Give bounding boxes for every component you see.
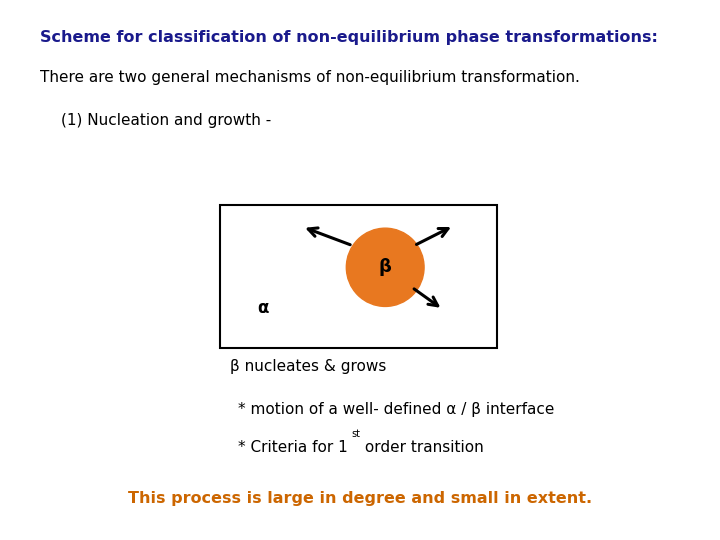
Text: * motion of a well- defined α / β interface: * motion of a well- defined α / β interf… bbox=[238, 402, 554, 417]
Text: (1) Nucleation and growth -: (1) Nucleation and growth - bbox=[61, 113, 271, 129]
Text: * Criteria for 1: * Criteria for 1 bbox=[238, 440, 347, 455]
Text: There are two general mechanisms of non-equilibrium transformation.: There are two general mechanisms of non-… bbox=[40, 70, 580, 85]
Ellipse shape bbox=[346, 228, 424, 306]
Text: st: st bbox=[351, 429, 361, 440]
Text: β nucleates & grows: β nucleates & grows bbox=[230, 359, 387, 374]
Bar bbox=[220, 205, 497, 348]
Text: This process is large in degree and small in extent.: This process is large in degree and smal… bbox=[128, 491, 592, 507]
Text: Scheme for classification of non-equilibrium phase transformations:: Scheme for classification of non-equilib… bbox=[40, 30, 657, 45]
Text: order transition: order transition bbox=[360, 440, 484, 455]
Text: β: β bbox=[379, 258, 392, 276]
Text: α: α bbox=[257, 299, 269, 317]
